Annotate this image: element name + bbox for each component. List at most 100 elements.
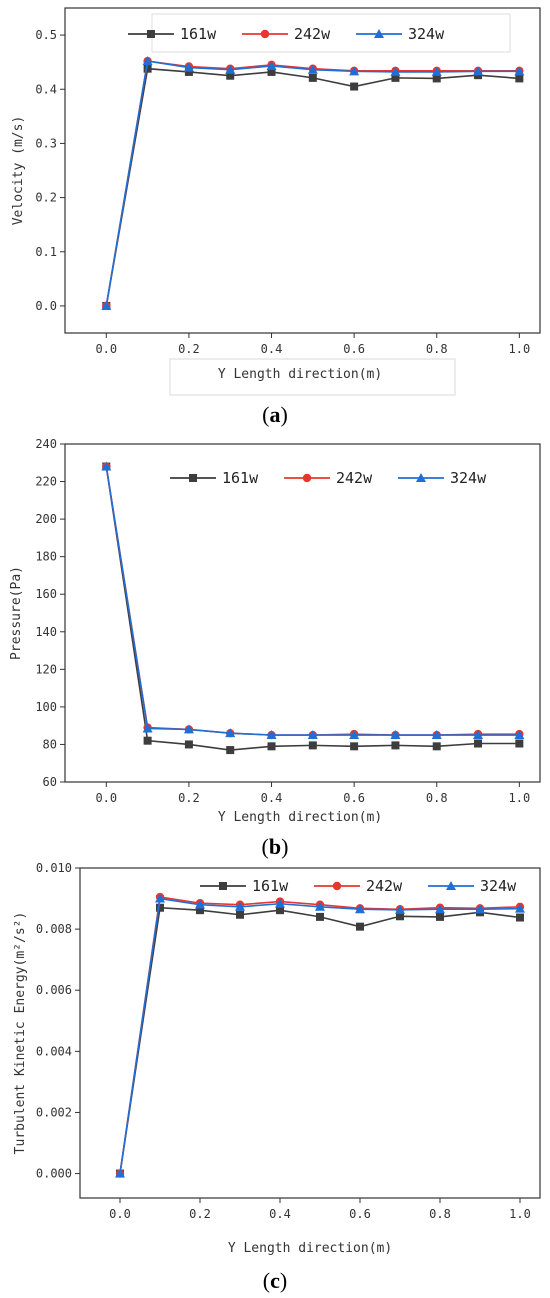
y-tick-label: 200 [35, 512, 57, 526]
x-tick-label: 0.0 [95, 342, 117, 356]
y-tick-label: 180 [35, 550, 57, 564]
pressure-chart: 0.0 0.2 0.4 0.6 0.8 1.0 60 80 100 120 140 160 180 200… [9, 437, 541, 825]
y-tick-label: 0.2 [35, 191, 57, 205]
velocity-chart: 0.0 0.2 0.4 0.6 0.8 1.0 0.0 0.1 0.2 0.3 0.4 0.5 Y Le… [11, 7, 541, 396]
x-tick-label: 0.6 [343, 342, 365, 356]
data-point-324w [225, 728, 236, 738]
data-point-324w [307, 64, 318, 74]
data-point-324w [473, 730, 484, 740]
data-point-161w [143, 64, 152, 73]
data-point-324w [183, 724, 194, 734]
series-line-161w [105, 67, 520, 307]
y-tick-label: 0.4 [35, 82, 57, 96]
data-point-161w [156, 903, 164, 912]
y-tick-label: 0.010 [36, 861, 72, 875]
x-tick-label: 0.4 [261, 342, 283, 356]
series-line-242w [119, 896, 521, 1174]
data-point-161w [184, 67, 193, 76]
x-tick-label: 0.4 [261, 791, 283, 805]
y-tick-label: 0.002 [36, 1105, 72, 1119]
data-point-324w [225, 64, 236, 74]
y-axis-label: Pressure(Pa) [9, 566, 24, 660]
x-tick-label: 0.2 [189, 1207, 211, 1221]
data-point-161w [396, 912, 404, 921]
turbulent-energy-chart: 0.0 0.2 0.4 0.6 0.8 1.0 0.000 0.002 0.004 0.006 0.… [13, 861, 541, 1256]
data-point-161w [356, 922, 364, 931]
y-tick-label: 240 [35, 437, 57, 451]
data-point-161w [391, 73, 400, 82]
data-point-324w [307, 730, 318, 740]
y-axis-label: Velocity (m/s) [11, 116, 26, 226]
legend-label-324w: 324w [408, 25, 445, 43]
legend-label-161w: 161w [222, 469, 259, 487]
x-tick-label: 0.6 [343, 791, 365, 805]
data-point-324w [515, 903, 525, 913]
y-tick-label: 80 [43, 737, 57, 751]
y-tick-label: 0.008 [36, 922, 72, 936]
y-tick-label: 0.0 [35, 299, 57, 313]
data-point-161w [515, 74, 524, 83]
chart-panel-b: 0.0 0.2 0.4 0.6 0.8 1.0 60 80 100 120 140 160 180 200… [0, 428, 550, 868]
data-point-324w [142, 723, 153, 733]
data-point-324w [390, 730, 401, 740]
data-point-324w [101, 300, 112, 310]
series-line-242w [105, 466, 520, 736]
data-point-324w [183, 62, 194, 72]
legend-label-242w: 242w [294, 25, 331, 43]
x-tick-label: 0.8 [429, 1207, 451, 1221]
data-point-161w [350, 742, 359, 751]
series-line-161w [119, 906, 521, 1174]
data-point-161w [432, 74, 441, 83]
data-point-324w [390, 66, 401, 76]
legend-marker-324w [416, 473, 426, 482]
series-line-324w [105, 60, 520, 307]
x-tick-label: 0.2 [178, 791, 200, 805]
y-tick-label: 120 [35, 662, 57, 676]
legend-label-161w: 161w [252, 877, 289, 895]
x-axis-label: Y Length direction(m) [228, 1241, 392, 1256]
x-tick-label: 0.4 [269, 1207, 291, 1221]
data-point-161w [184, 740, 193, 749]
legend-marker-242w [302, 473, 312, 483]
y-tick-label: 140 [35, 625, 57, 639]
caption-a: (a) [262, 402, 288, 427]
data-point-324w [514, 66, 525, 76]
data-point-161w [267, 67, 276, 76]
x-tick-label: 0.2 [178, 342, 200, 356]
chart-panel-a: 0.0 0.2 0.4 0.6 0.8 1.0 0.0 0.1 0.2 0.3 0.4 0.5 Y Le… [0, 0, 550, 440]
x-axis-label: Y Length direction(m) [218, 810, 382, 825]
data-point-161w [432, 742, 441, 751]
data-point-324w [475, 904, 485, 914]
plot-frame [64, 7, 541, 334]
data-point-324w [142, 56, 153, 66]
legend-label-324w: 324w [480, 877, 517, 895]
data-point-324w [115, 1168, 125, 1178]
legend-label-161w: 161w [180, 25, 217, 43]
data-point-161w [308, 73, 317, 82]
data-point-161w [196, 906, 204, 915]
x-tick-label: 0.0 [109, 1207, 131, 1221]
data-point-161w [316, 912, 324, 921]
data-point-161w [308, 741, 317, 750]
x-tick-label: 0.0 [95, 791, 117, 805]
x-tick-label: 1.0 [509, 791, 531, 805]
y-axis-label: Turbulent Kinetic Energy(m²/s²) [13, 912, 28, 1155]
y-tick-label: 100 [35, 700, 57, 714]
legend-marker-324w [446, 881, 456, 890]
caption-b: (b) [261, 834, 289, 859]
data-point-324w [395, 904, 405, 914]
plot-frame [64, 443, 541, 783]
data-point-324w [275, 898, 285, 908]
data-point-161w [350, 82, 359, 91]
legend-marker-324w [374, 29, 384, 38]
data-point-324w [431, 730, 442, 740]
data-point-161w [474, 739, 483, 748]
data-point-324w [315, 901, 325, 911]
data-point-324w [349, 730, 360, 740]
data-point-324w [431, 66, 442, 76]
x-tick-label: 0.8 [426, 342, 448, 356]
data-point-324w [101, 461, 112, 471]
series-line-324w [105, 466, 520, 736]
y-tick-label: 160 [35, 587, 57, 601]
data-point-324w [473, 66, 484, 76]
